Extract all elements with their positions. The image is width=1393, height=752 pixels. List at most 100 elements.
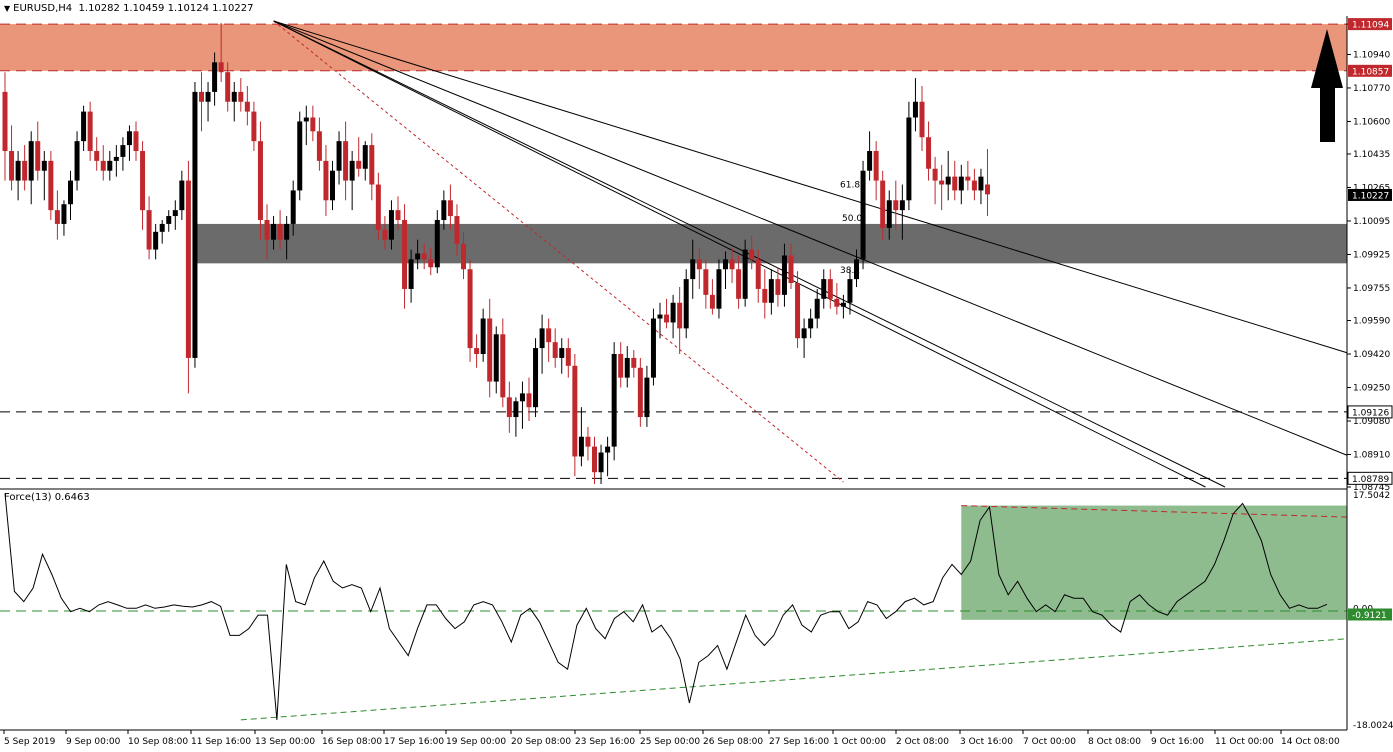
candle-body bbox=[493, 334, 499, 382]
candle-body bbox=[657, 314, 663, 319]
collapse-triangle-icon[interactable]: ▼ bbox=[4, 4, 11, 13]
candle bbox=[126, 125, 132, 161]
candle-body bbox=[408, 259, 414, 289]
candle bbox=[867, 131, 873, 181]
time-tick-label: 8 Oct 08:00 bbox=[1088, 737, 1141, 747]
candle-body bbox=[736, 269, 742, 299]
candle-body bbox=[952, 176, 958, 191]
time-tick-label: 2 Oct 08:00 bbox=[896, 737, 949, 747]
candle-body bbox=[985, 184, 990, 195]
candle-body bbox=[971, 180, 977, 191]
candle bbox=[61, 200, 67, 236]
candle-body bbox=[624, 357, 630, 378]
candle bbox=[212, 52, 218, 106]
candle bbox=[192, 82, 198, 368]
candle bbox=[827, 269, 833, 309]
candle-body bbox=[251, 111, 257, 142]
candle bbox=[657, 302, 663, 339]
candle-body bbox=[480, 318, 486, 354]
candle-body bbox=[912, 101, 918, 118]
candle bbox=[709, 279, 715, 315]
candle bbox=[546, 318, 552, 362]
candle-body bbox=[212, 62, 218, 92]
time-tick-label: 23 Sep 16:00 bbox=[575, 737, 635, 747]
candle-body bbox=[854, 259, 859, 280]
candle bbox=[585, 426, 591, 461]
candle bbox=[958, 164, 964, 205]
candle bbox=[952, 160, 958, 201]
candle bbox=[677, 286, 683, 354]
level-value-box-bg bbox=[1348, 18, 1392, 31]
level-value-box-text: 1.11094 bbox=[1352, 21, 1389, 31]
current-price-box-bg bbox=[1348, 188, 1392, 201]
time-tick-label: 26 Sep 08:00 bbox=[703, 737, 763, 747]
candle-body bbox=[15, 160, 21, 181]
candle-body bbox=[519, 393, 525, 402]
candle-body bbox=[775, 279, 781, 295]
candle bbox=[395, 196, 401, 230]
candle-body bbox=[506, 397, 512, 418]
candle bbox=[893, 180, 899, 230]
candle bbox=[552, 328, 558, 368]
candle-body bbox=[880, 180, 886, 228]
candle bbox=[428, 247, 434, 276]
candle bbox=[284, 216, 290, 260]
candle bbox=[965, 160, 971, 191]
candle-body bbox=[2, 91, 8, 152]
candle-body bbox=[552, 342, 558, 358]
candle bbox=[388, 200, 394, 250]
candle-body bbox=[650, 318, 656, 378]
candle-body bbox=[107, 160, 113, 171]
candle-body bbox=[670, 302, 676, 323]
candle-body bbox=[428, 259, 434, 268]
candle-body bbox=[336, 141, 342, 171]
candle-body bbox=[290, 190, 296, 224]
level-value-box-bg bbox=[1347, 471, 1393, 485]
candle bbox=[519, 381, 525, 429]
candle-body bbox=[611, 353, 617, 447]
candle-body bbox=[323, 160, 329, 201]
candle-body bbox=[664, 314, 670, 323]
candle-body bbox=[369, 145, 375, 185]
candle bbox=[592, 436, 597, 485]
candle-body bbox=[74, 141, 80, 181]
candle-body bbox=[716, 269, 722, 309]
price-tick-label: 1.09080 bbox=[1353, 417, 1390, 427]
candle-body bbox=[749, 249, 755, 260]
candle-body bbox=[690, 259, 696, 280]
candle-body bbox=[723, 259, 728, 270]
candle-body bbox=[513, 401, 519, 418]
candle-body bbox=[801, 328, 807, 339]
chart-header: ▼ EURUSD,H4 1.10282 1.10459 1.10124 1.102… bbox=[4, 3, 253, 14]
candle bbox=[421, 243, 427, 270]
candle-body bbox=[644, 377, 650, 418]
candle-body bbox=[303, 117, 309, 122]
candle-body bbox=[225, 72, 231, 102]
candle bbox=[310, 105, 316, 142]
candle-body bbox=[421, 253, 427, 260]
time-tick-label: 1 Oct 00:00 bbox=[833, 737, 886, 747]
candle bbox=[847, 269, 853, 315]
candle-body bbox=[978, 176, 984, 191]
candle bbox=[290, 180, 296, 236]
candle-body bbox=[140, 151, 146, 211]
time-tick-label: 20 Sep 08:00 bbox=[511, 737, 571, 747]
candle bbox=[205, 82, 211, 122]
candle bbox=[971, 168, 977, 201]
candle bbox=[81, 105, 87, 152]
candle bbox=[808, 308, 814, 339]
fan-ratio-label: 61.8 bbox=[840, 180, 860, 190]
time-tick-label: 11 Sep 16:00 bbox=[191, 737, 251, 747]
candle-body bbox=[185, 180, 191, 358]
candle bbox=[382, 216, 388, 250]
candle-body bbox=[834, 298, 840, 307]
resistance-zone-rect bbox=[0, 24, 1347, 71]
candle-body bbox=[192, 91, 198, 358]
candle-body bbox=[932, 168, 938, 181]
candle-body bbox=[343, 141, 349, 181]
price-tick-label: 1.08745 bbox=[1353, 483, 1390, 493]
fan-line bbox=[273, 20, 1348, 456]
candle bbox=[434, 210, 440, 274]
candle-body bbox=[166, 216, 172, 224]
